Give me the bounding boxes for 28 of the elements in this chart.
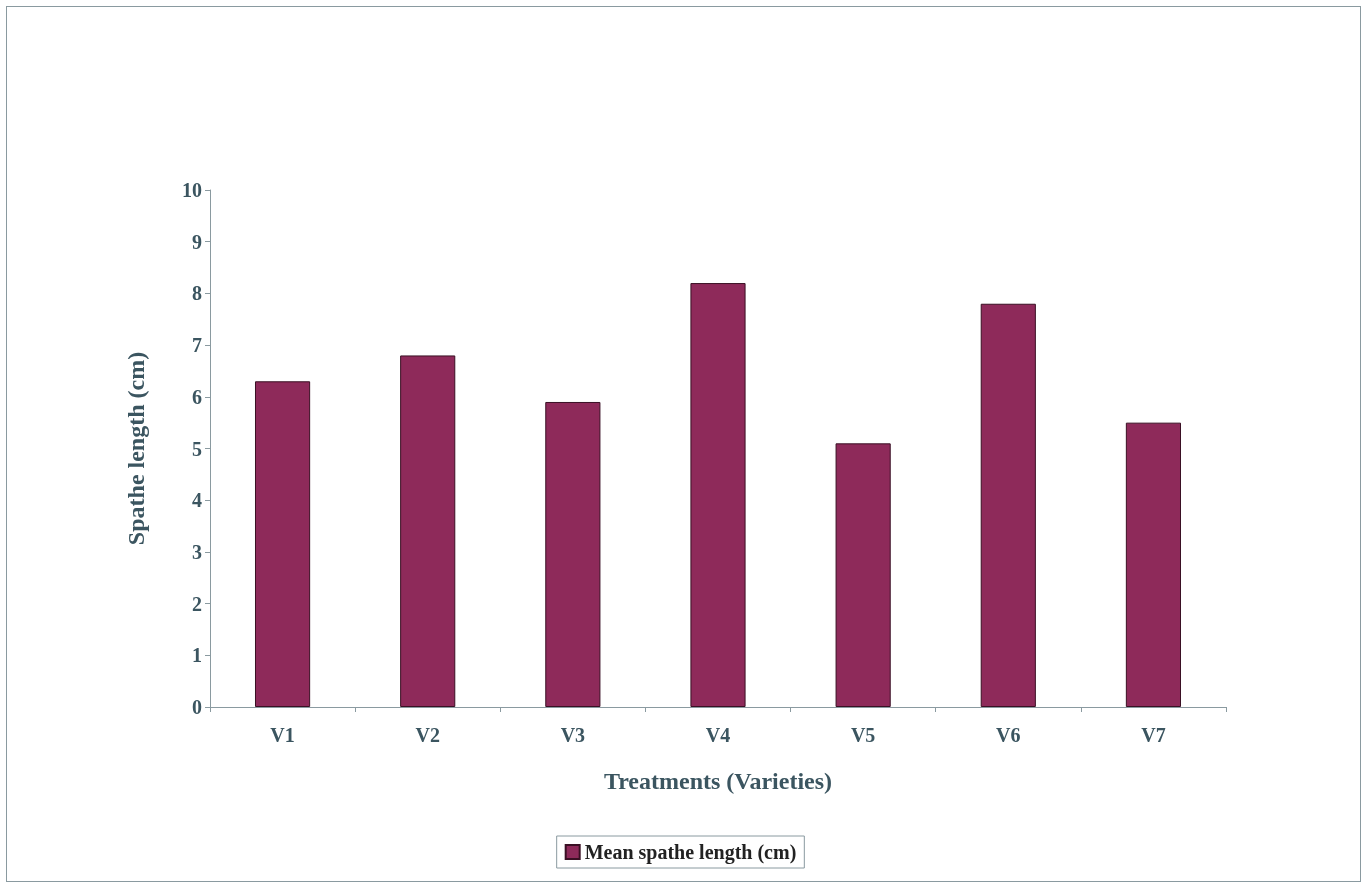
x-tick-label: V5	[850, 724, 876, 746]
bar	[545, 401, 601, 707]
y-axis-title: Spathe length (cm)	[123, 351, 149, 546]
y-tick-label: 0	[192, 696, 202, 718]
y-tick-label: 9	[192, 230, 202, 253]
bar	[254, 381, 311, 707]
bar	[1125, 422, 1182, 707]
bar	[400, 355, 456, 707]
x-tick-label: V2	[415, 724, 440, 746]
y-tick-label: 7	[192, 334, 202, 357]
x-axis-title: Treatments (Varieties)	[603, 768, 833, 794]
bar	[835, 443, 891, 707]
bar	[690, 283, 746, 707]
y-tick-label: 8	[192, 282, 202, 305]
x-tick-label: V1	[270, 724, 295, 746]
x-tick-label: V6	[996, 724, 1021, 746]
y-tick-label: 6	[192, 385, 202, 408]
x-tick-label: V3	[560, 724, 586, 746]
legend-label: Mean spathe length (cm)	[584, 841, 797, 864]
bar	[980, 303, 1036, 707]
y-tick-label: 2	[192, 592, 202, 615]
y-tick-label: 1	[192, 644, 202, 667]
y-tick-label: 3	[192, 540, 202, 563]
y-tick-label: 10	[182, 179, 202, 201]
x-tick-label: V4	[705, 724, 731, 746]
y-tick-label: 4	[192, 489, 202, 512]
y-tick-label: 5	[192, 437, 202, 460]
x-tick-label: V7	[1141, 724, 1166, 746]
